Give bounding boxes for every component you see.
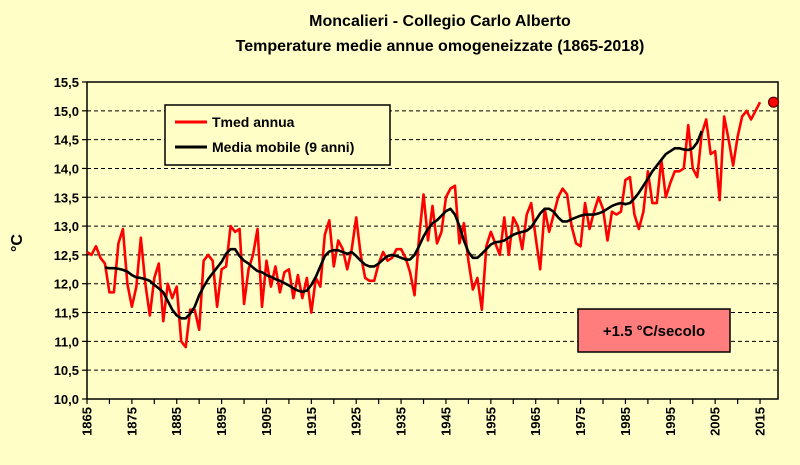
y-tick-label: 12,0 (54, 277, 79, 292)
y-tick-label: 10,5 (54, 363, 79, 378)
legend-label-tmed: Tmed annua (212, 114, 295, 130)
y-tick-label: 10,0 (54, 392, 79, 407)
series-media-mobile-line (104, 130, 703, 320)
y-tick-label: 14,5 (54, 133, 79, 148)
y-axis: 10,0 10,5 11,0 11,5 12,0 12,5 13,0 13,5 14,0 14,5… (54, 75, 87, 407)
plot-area-frame (86, 81, 779, 400)
trend-annotation-box (577, 308, 731, 353)
y-tick-label: 13,0 (54, 219, 79, 234)
y-tick-label: 11,5 (54, 306, 79, 321)
x-tick-label: 1995 (663, 407, 678, 436)
x-tick-label: 1965 (528, 407, 543, 436)
x-tick-label: 1895 (214, 407, 229, 436)
legend: Tmed annua Media mobile (9 anni) (164, 104, 391, 166)
y-tick-label: 13,5 (54, 190, 79, 205)
chart-title: Moncalieri - Collegio Carlo Alberto (309, 13, 571, 30)
trend-annotation: +1.5 °C/secolo (577, 308, 731, 353)
x-axis: 1865 1875 1885 1895 1905 1915 1925 1935 1945 1955… (80, 399, 768, 436)
x-tick-label: 1925 (349, 407, 364, 436)
y-tick-label: 12,5 (54, 248, 79, 263)
y-tick-label: 11,0 (54, 334, 79, 349)
y-tick-label: 15,5 (54, 75, 79, 90)
trend-annotation-text: +1.5 °C/secolo (603, 323, 705, 340)
legend-label-moving: Media mobile (9 anni) (212, 139, 354, 155)
x-tick-label: 1915 (304, 407, 319, 436)
x-tick-label: 1985 (618, 407, 633, 436)
last-point-marker (767, 96, 780, 108)
x-tick-label: 1945 (438, 407, 453, 436)
x-tick-label: 1905 (259, 407, 274, 436)
x-tick-label: 2005 (708, 407, 723, 436)
x-tick-label: 1875 (124, 407, 139, 436)
x-tick-label: 1975 (573, 407, 588, 436)
y-tick-label: 14,0 (54, 161, 79, 176)
series-tmed-annua-line (86, 101, 762, 349)
x-tick-label: 1865 (80, 407, 95, 436)
x-tick-label: 1955 (483, 407, 498, 436)
x-tick-label: 2015 (753, 407, 768, 436)
x-tick-label: 1885 (169, 407, 184, 436)
x-tick-label: 1935 (394, 407, 409, 436)
chart-subtitle: Temperature medie annue omogeneizzate (1… (236, 38, 645, 55)
y-axis-label: °C (9, 234, 26, 252)
legend-box (164, 104, 391, 166)
y-tick-label: 15,0 (54, 104, 79, 119)
